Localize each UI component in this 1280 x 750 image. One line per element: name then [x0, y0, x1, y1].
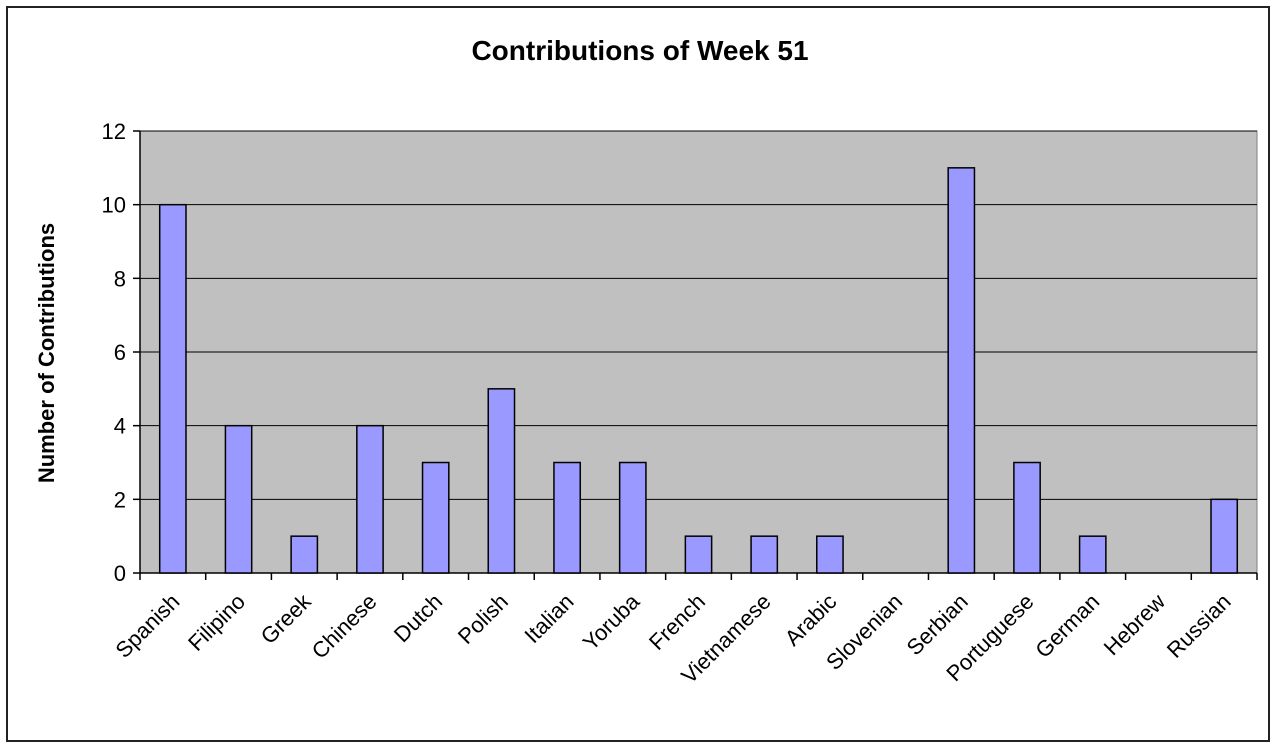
bar-chinese [356, 424, 384, 574]
bar-portuguese [1013, 461, 1041, 574]
x-tick-label: Spanish [110, 589, 184, 663]
bar-french [684, 535, 713, 574]
bar-vietnamese [750, 535, 779, 574]
bar-dutch [421, 461, 450, 574]
y-axis-label: Number of Contributions [34, 223, 59, 483]
x-tick-label: Polish [453, 589, 513, 649]
bar-chart: Contributions of Week 51 Number of Contr… [34, 35, 1258, 688]
y-tick-label: 0 [114, 561, 126, 586]
x-tick-label: German [1030, 589, 1104, 663]
bar-russian [1210, 498, 1239, 574]
y-tick-label: 12 [102, 119, 126, 144]
x-tick-label: Filipino [183, 589, 250, 656]
bar-italian [553, 461, 581, 574]
x-tick-label: Chinese [307, 589, 382, 664]
x-tick-label: Italian [519, 589, 578, 648]
x-tick-label: Yoruba [578, 588, 645, 655]
y-tick-label: 2 [114, 487, 126, 512]
chart-title: Contributions of Week 51 [471, 35, 808, 66]
x-tick-label: Hebrew [1099, 589, 1170, 660]
bar-spanish [158, 203, 187, 574]
bar-arabic [816, 535, 844, 574]
bar-serbian [947, 167, 976, 574]
chart-frame: Contributions of Week 51 Number of Contr… [6, 6, 1270, 742]
bar-polish [487, 388, 516, 574]
y-tick-label: 10 [102, 193, 126, 218]
x-tick-label: Arabic [780, 589, 842, 651]
x-tick-label: French [644, 589, 710, 655]
x-tick-label: Greek [256, 588, 317, 649]
bar-filipino [224, 424, 253, 574]
y-tick-label: 8 [114, 266, 126, 291]
y-tick-label: 4 [114, 414, 126, 439]
bar-yoruba [618, 461, 647, 574]
bar-greek [290, 535, 319, 574]
x-tick-label: Dutch [389, 589, 447, 647]
bar-german [1078, 535, 1107, 574]
y-tick-label: 6 [114, 340, 126, 365]
x-tick-label: Russian [1162, 589, 1236, 663]
